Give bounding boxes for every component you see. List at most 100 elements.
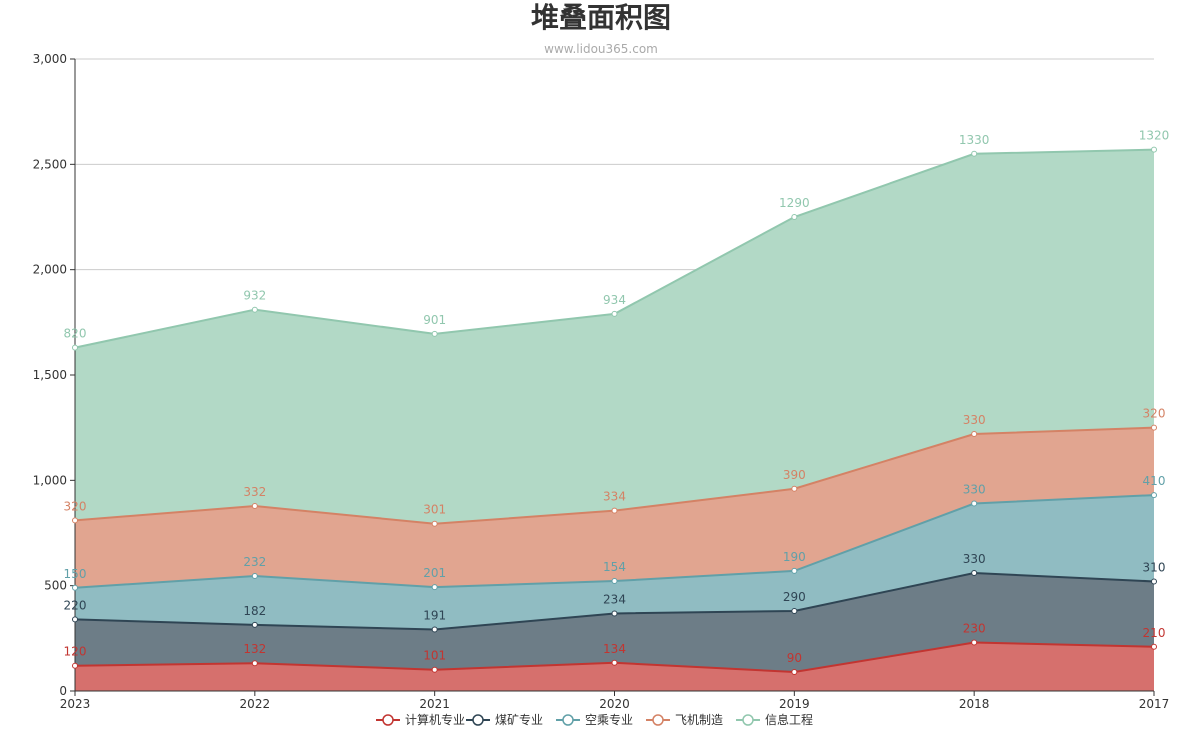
data-point[interactable] xyxy=(431,666,438,673)
data-point[interactable] xyxy=(1151,424,1157,431)
y-tick-label: 3,000 xyxy=(33,52,67,66)
data-point[interactable] xyxy=(791,214,798,220)
data-point[interactable] xyxy=(1151,146,1157,153)
data-point[interactable] xyxy=(971,150,978,157)
data-label: 90 xyxy=(787,651,802,665)
data-point[interactable] xyxy=(72,616,78,623)
legend-item-2[interactable]: 煤矿专业 xyxy=(466,712,543,727)
legend-item-1[interactable]: 计算机专业 xyxy=(376,712,465,727)
legend-item-3[interactable]: 空乘专业 xyxy=(556,712,633,727)
data-label: 330 xyxy=(963,552,986,566)
data-point[interactable] xyxy=(791,567,798,574)
legend-label: 飞机制造 xyxy=(675,713,723,727)
data-point[interactable] xyxy=(791,607,798,614)
data-label: 901 xyxy=(423,313,446,327)
data-label: 932 xyxy=(243,289,266,303)
data-point[interactable] xyxy=(971,500,978,507)
data-label: 310 xyxy=(1143,560,1166,574)
data-label: 1320 xyxy=(1139,129,1170,143)
data-point[interactable] xyxy=(251,660,258,667)
area-3 xyxy=(75,495,1154,630)
data-point[interactable] xyxy=(72,584,78,591)
legend[interactable]: 计算机专业 煤矿专业 空乘专业 飞机制造 信息工程 xyxy=(376,712,813,727)
data-point[interactable] xyxy=(791,669,798,676)
y-tick-label: 2,500 xyxy=(33,157,67,171)
legend-circle-icon xyxy=(742,714,754,726)
data-label: 154 xyxy=(603,560,626,574)
data-label: 190 xyxy=(783,550,806,564)
data-label: 234 xyxy=(603,592,626,606)
legend-label: 空乘专业 xyxy=(585,712,633,727)
data-point[interactable] xyxy=(611,659,618,666)
data-point[interactable] xyxy=(431,626,438,633)
data-point[interactable] xyxy=(1151,643,1157,650)
data-label: 232 xyxy=(243,555,266,569)
data-label: 201 xyxy=(423,566,446,580)
data-point[interactable] xyxy=(72,344,78,351)
data-point[interactable] xyxy=(251,572,258,579)
data-point[interactable] xyxy=(971,639,978,646)
data-label: 330 xyxy=(963,413,986,427)
legend-circle-icon xyxy=(472,714,484,726)
data-label: 134 xyxy=(603,642,626,656)
data-label: 334 xyxy=(603,490,626,504)
data-point[interactable] xyxy=(971,430,978,437)
data-label: 101 xyxy=(423,649,446,663)
x-tick-label: 2017 xyxy=(1139,697,1170,711)
x-tick-label: 2021 xyxy=(419,697,450,711)
data-point[interactable] xyxy=(1151,578,1157,585)
data-label: 132 xyxy=(243,642,266,656)
area-4 xyxy=(75,427,1154,588)
data-point[interactable] xyxy=(431,330,438,337)
data-label: 1330 xyxy=(959,133,990,147)
data-label: 390 xyxy=(783,468,806,482)
data-point[interactable] xyxy=(971,570,978,577)
area-1 xyxy=(75,642,1154,691)
data-point[interactable] xyxy=(72,517,78,524)
data-label: 410 xyxy=(1143,474,1166,488)
y-tick-label: 1,500 xyxy=(33,368,67,382)
data-label: 120 xyxy=(64,645,87,659)
legend-label: 煤矿专业 xyxy=(495,712,543,727)
data-label: 301 xyxy=(423,503,446,517)
area-2 xyxy=(75,573,1154,673)
data-label: 220 xyxy=(64,598,87,612)
x-tick-label: 2020 xyxy=(599,697,630,711)
data-point[interactable] xyxy=(611,507,618,514)
data-point[interactable] xyxy=(791,485,798,492)
data-label: 191 xyxy=(423,608,446,622)
x-tick-label: 2023 xyxy=(60,697,91,711)
x-tick-label: 2018 xyxy=(959,697,990,711)
data-point[interactable] xyxy=(431,520,438,527)
data-label: 320 xyxy=(1143,407,1166,421)
data-label: 934 xyxy=(603,293,626,307)
data-label: 320 xyxy=(64,499,87,513)
legend-circle-icon xyxy=(652,714,664,726)
legend-item-5[interactable]: 信息工程 xyxy=(736,712,813,727)
data-label: 210 xyxy=(1143,626,1166,640)
data-point[interactable] xyxy=(431,584,438,591)
data-label-layer: 120 132 101 134 90 230 210 220 182 191 234 290 330 31… xyxy=(64,129,1170,665)
data-point[interactable] xyxy=(251,621,258,628)
axes: 0 500 1,000 1,500 2,000 2,500 3,000 2023 2022 202… xyxy=(33,52,1170,711)
data-point[interactable] xyxy=(611,610,618,617)
y-tick-label: 0 xyxy=(59,684,67,698)
legend-label: 计算机专业 xyxy=(405,712,465,727)
data-label: 230 xyxy=(963,622,986,636)
x-tick-label: 2019 xyxy=(779,697,810,711)
data-point[interactable] xyxy=(72,662,78,669)
data-label: 182 xyxy=(243,604,266,618)
data-point[interactable] xyxy=(251,306,258,313)
data-label: 150 xyxy=(64,567,87,581)
y-tick-label: 500 xyxy=(44,579,67,593)
data-label: 1290 xyxy=(779,196,810,210)
y-tick-label: 1,000 xyxy=(33,473,67,487)
area-5 xyxy=(75,149,1154,524)
data-point[interactable] xyxy=(251,503,258,510)
data-point[interactable] xyxy=(611,310,618,317)
chart-title: 堆叠面积图 xyxy=(530,1,671,34)
data-point[interactable] xyxy=(611,578,618,585)
legend-item-4[interactable]: 飞机制造 xyxy=(646,713,723,727)
y-tick-label: 2,000 xyxy=(33,263,67,277)
data-point[interactable] xyxy=(1151,492,1157,499)
